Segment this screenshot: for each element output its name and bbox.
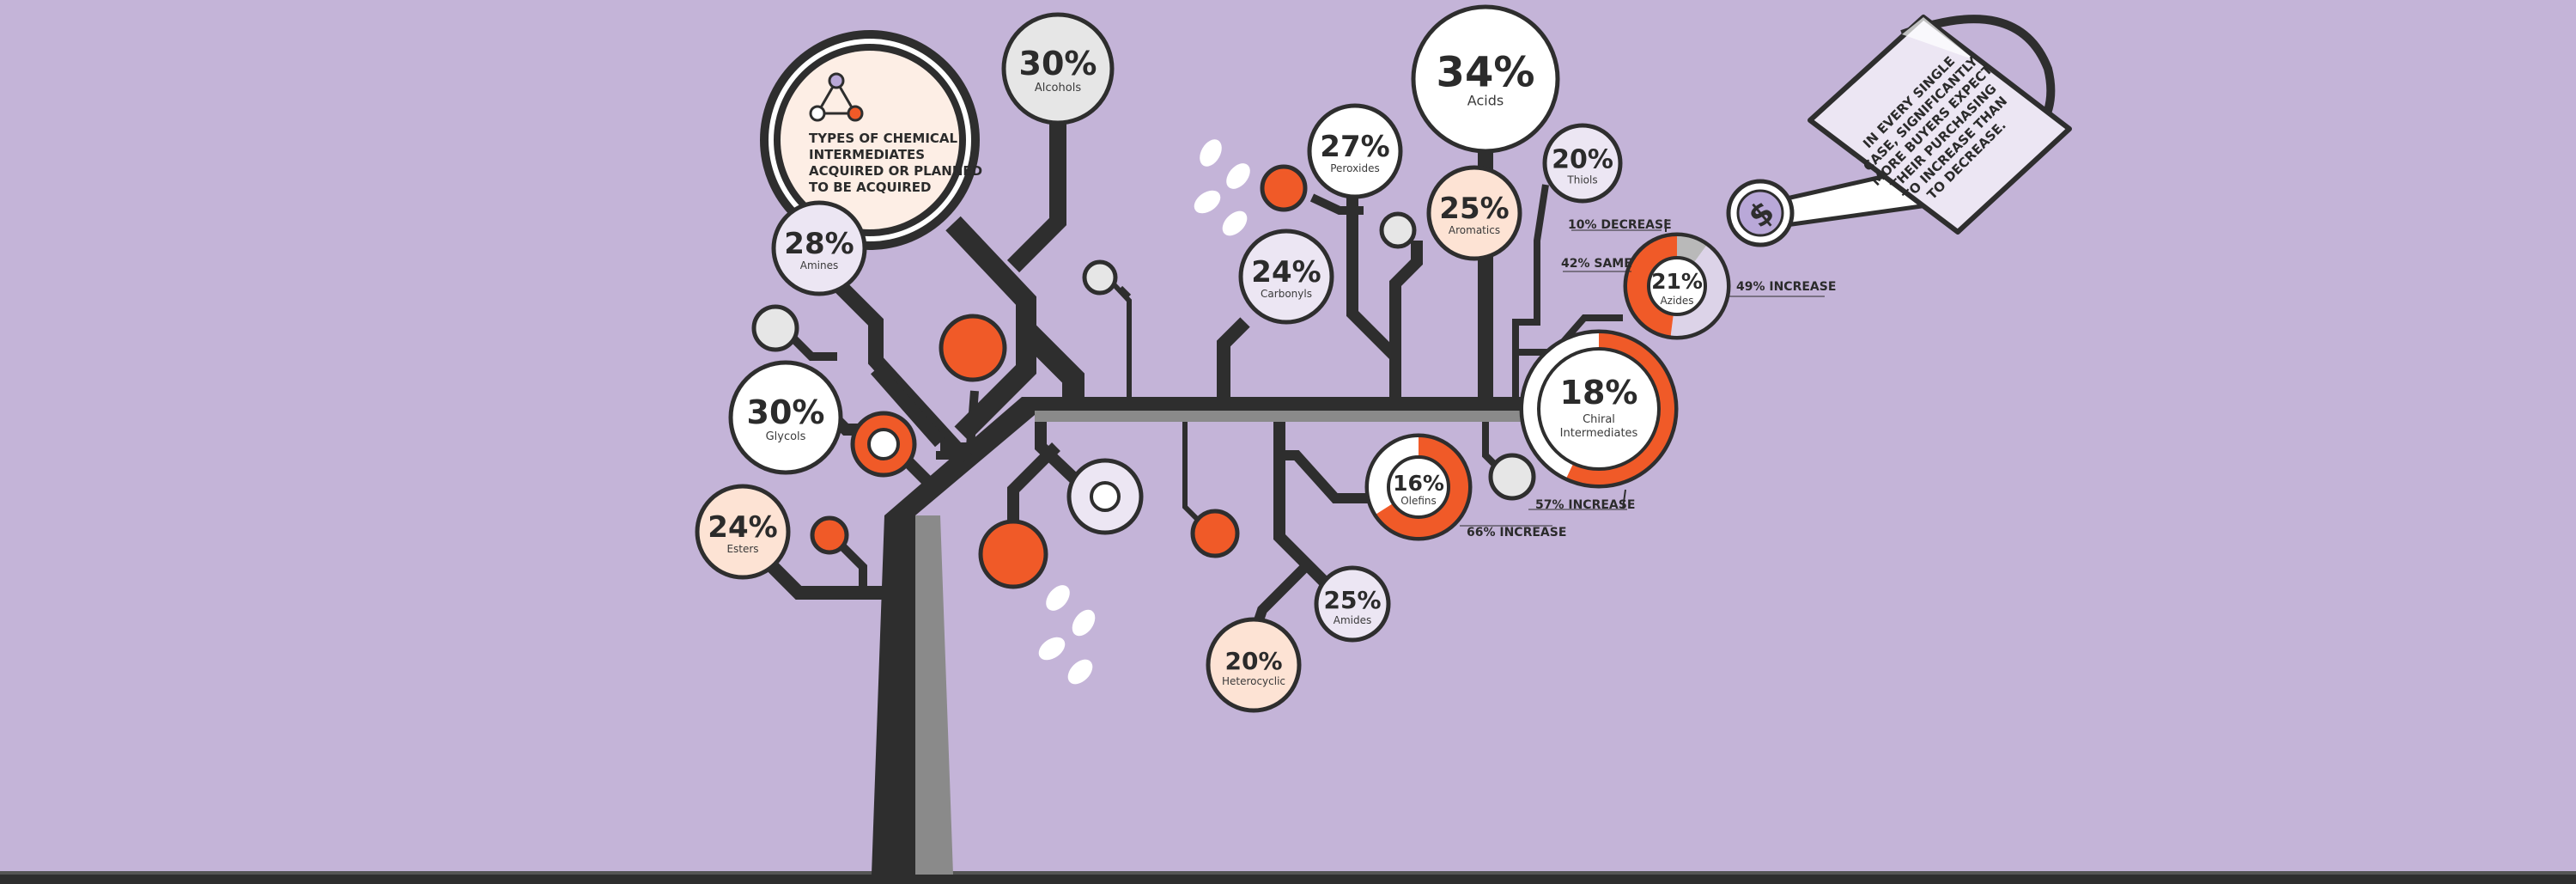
chiral-value: 18% bbox=[1560, 374, 1638, 412]
node-acids-circle bbox=[1411, 4, 1560, 154]
main-branch bbox=[1022, 397, 1528, 422]
node-glycols: 30%Glycols bbox=[728, 360, 843, 475]
azides-decrease-label: 10% DECREASE bbox=[1568, 218, 1672, 232]
node-carbonyls-label: Carbonyls bbox=[1261, 288, 1312, 300]
chiral-increase-label: 57% INCREASE bbox=[1535, 498, 1635, 512]
node-carbonyls-circle bbox=[1238, 229, 1334, 325]
node-peroxides-label: Peroxides bbox=[1330, 162, 1380, 174]
title-line-3: ACQUIRED OR PLANNED bbox=[809, 163, 982, 179]
node-heterocyclic-value: 20% bbox=[1224, 647, 1282, 675]
node-alcohols: 30%Alcohols bbox=[1001, 12, 1115, 125]
title-line-4: TO BE ACQUIRED bbox=[809, 180, 932, 195]
node-heterocyclic-label: Heterocyclic bbox=[1222, 675, 1285, 687]
node-amides-circle bbox=[1314, 565, 1391, 643]
node-amides: 25%Amides bbox=[1314, 565, 1391, 643]
olefins-segment-other bbox=[1369, 437, 1419, 515]
node-thiols-value: 20% bbox=[1552, 144, 1613, 174]
olefins-increase-label: 66% INCREASE bbox=[1467, 526, 1566, 540]
azides-segment-decrease bbox=[1677, 236, 1707, 264]
leaves bbox=[1038, 139, 1250, 685]
azides-increase-label: 49% INCREASE bbox=[1736, 280, 1836, 294]
azides-value: 21% bbox=[1651, 269, 1703, 294]
node-aromatics: 25%Aromatics bbox=[1426, 165, 1522, 261]
node-amides-label: Amides bbox=[1334, 614, 1371, 626]
node-acids: 34%Acids bbox=[1411, 4, 1560, 154]
node-peroxides: 27%Peroxides bbox=[1307, 103, 1403, 199]
node-esters: 24%Esters bbox=[695, 484, 791, 580]
azides-segment-increase bbox=[1626, 236, 1677, 336]
node-esters-value: 24% bbox=[708, 510, 777, 545]
node-heterocyclic: 20%Heterocyclic bbox=[1206, 617, 1302, 713]
molecule-icon bbox=[809, 72, 864, 122]
node-heterocyclic-circle bbox=[1206, 617, 1302, 713]
node-aromatics-circle bbox=[1426, 165, 1522, 261]
node-alcohols-label: Alcohols bbox=[1035, 82, 1081, 94]
node-aromatics-value: 25% bbox=[1439, 192, 1509, 226]
node-amines: 28%Amines bbox=[771, 200, 867, 296]
node-acids-label: Acids bbox=[1467, 93, 1504, 109]
olefins-label: Olefins bbox=[1400, 495, 1437, 507]
decorative-nodes bbox=[751, 164, 1536, 589]
node-esters-label: Esters bbox=[726, 543, 758, 555]
node-carbonyls: 24%Carbonyls bbox=[1238, 229, 1334, 325]
node-thiols-circle bbox=[1542, 123, 1623, 204]
olefins-value: 16% bbox=[1393, 471, 1444, 496]
node-aromatics-label: Aromatics bbox=[1449, 224, 1500, 236]
node-esters-circle bbox=[695, 484, 791, 580]
azides-label: Azides bbox=[1660, 295, 1693, 307]
title-line-2: INTERMEDIATES bbox=[809, 147, 925, 162]
node-amines-circle bbox=[771, 200, 867, 296]
azides-donut: 21% Azides 10% DECREASE 42% SAME 49% INC… bbox=[1561, 218, 1836, 340]
node-glycols-label: Glycols bbox=[766, 430, 806, 443]
dollar-icon: $ bbox=[1726, 179, 1795, 247]
chiral-segment-other bbox=[1523, 333, 1599, 478]
node-amines-label: Amines bbox=[800, 259, 838, 271]
ground bbox=[0, 871, 2576, 884]
node-alcohols-value: 30% bbox=[1019, 45, 1097, 82]
node-alcohols-circle bbox=[1001, 12, 1115, 125]
node-thiols-label: Thiols bbox=[1566, 174, 1597, 186]
chiral-label-line-2: Intermediates bbox=[1560, 427, 1638, 440]
watering-can: IN EVERY SINGLE CASE, SIGNIFICANTLY MORE… bbox=[1726, 15, 2072, 247]
node-amides-value: 25% bbox=[1323, 586, 1381, 614]
azides-same-label: 42% SAME bbox=[1561, 257, 1632, 271]
node-peroxides-circle bbox=[1307, 103, 1403, 199]
node-peroxides-value: 27% bbox=[1320, 130, 1389, 164]
olefins-donut: 16% Olefins 66% INCREASE bbox=[1364, 433, 1566, 541]
title-line-1: TYPES OF CHEMICAL bbox=[809, 131, 958, 146]
chiral-label-line-1: Chiral bbox=[1583, 413, 1615, 426]
node-glycols-value: 30% bbox=[747, 393, 825, 431]
title-badge: TYPES OF CHEMICAL INTERMEDIATES ACQUIRED… bbox=[760, 30, 982, 250]
node-amines-value: 28% bbox=[784, 227, 854, 261]
node-thiols: 20%Thiols bbox=[1542, 123, 1623, 204]
node-carbonyls-value: 24% bbox=[1251, 255, 1321, 290]
chiral-donut: 18% Chiral Intermediates 57% INCREASE bbox=[1519, 329, 1679, 512]
node-acids-value: 34% bbox=[1437, 49, 1535, 97]
node-glycols-circle bbox=[728, 360, 843, 475]
